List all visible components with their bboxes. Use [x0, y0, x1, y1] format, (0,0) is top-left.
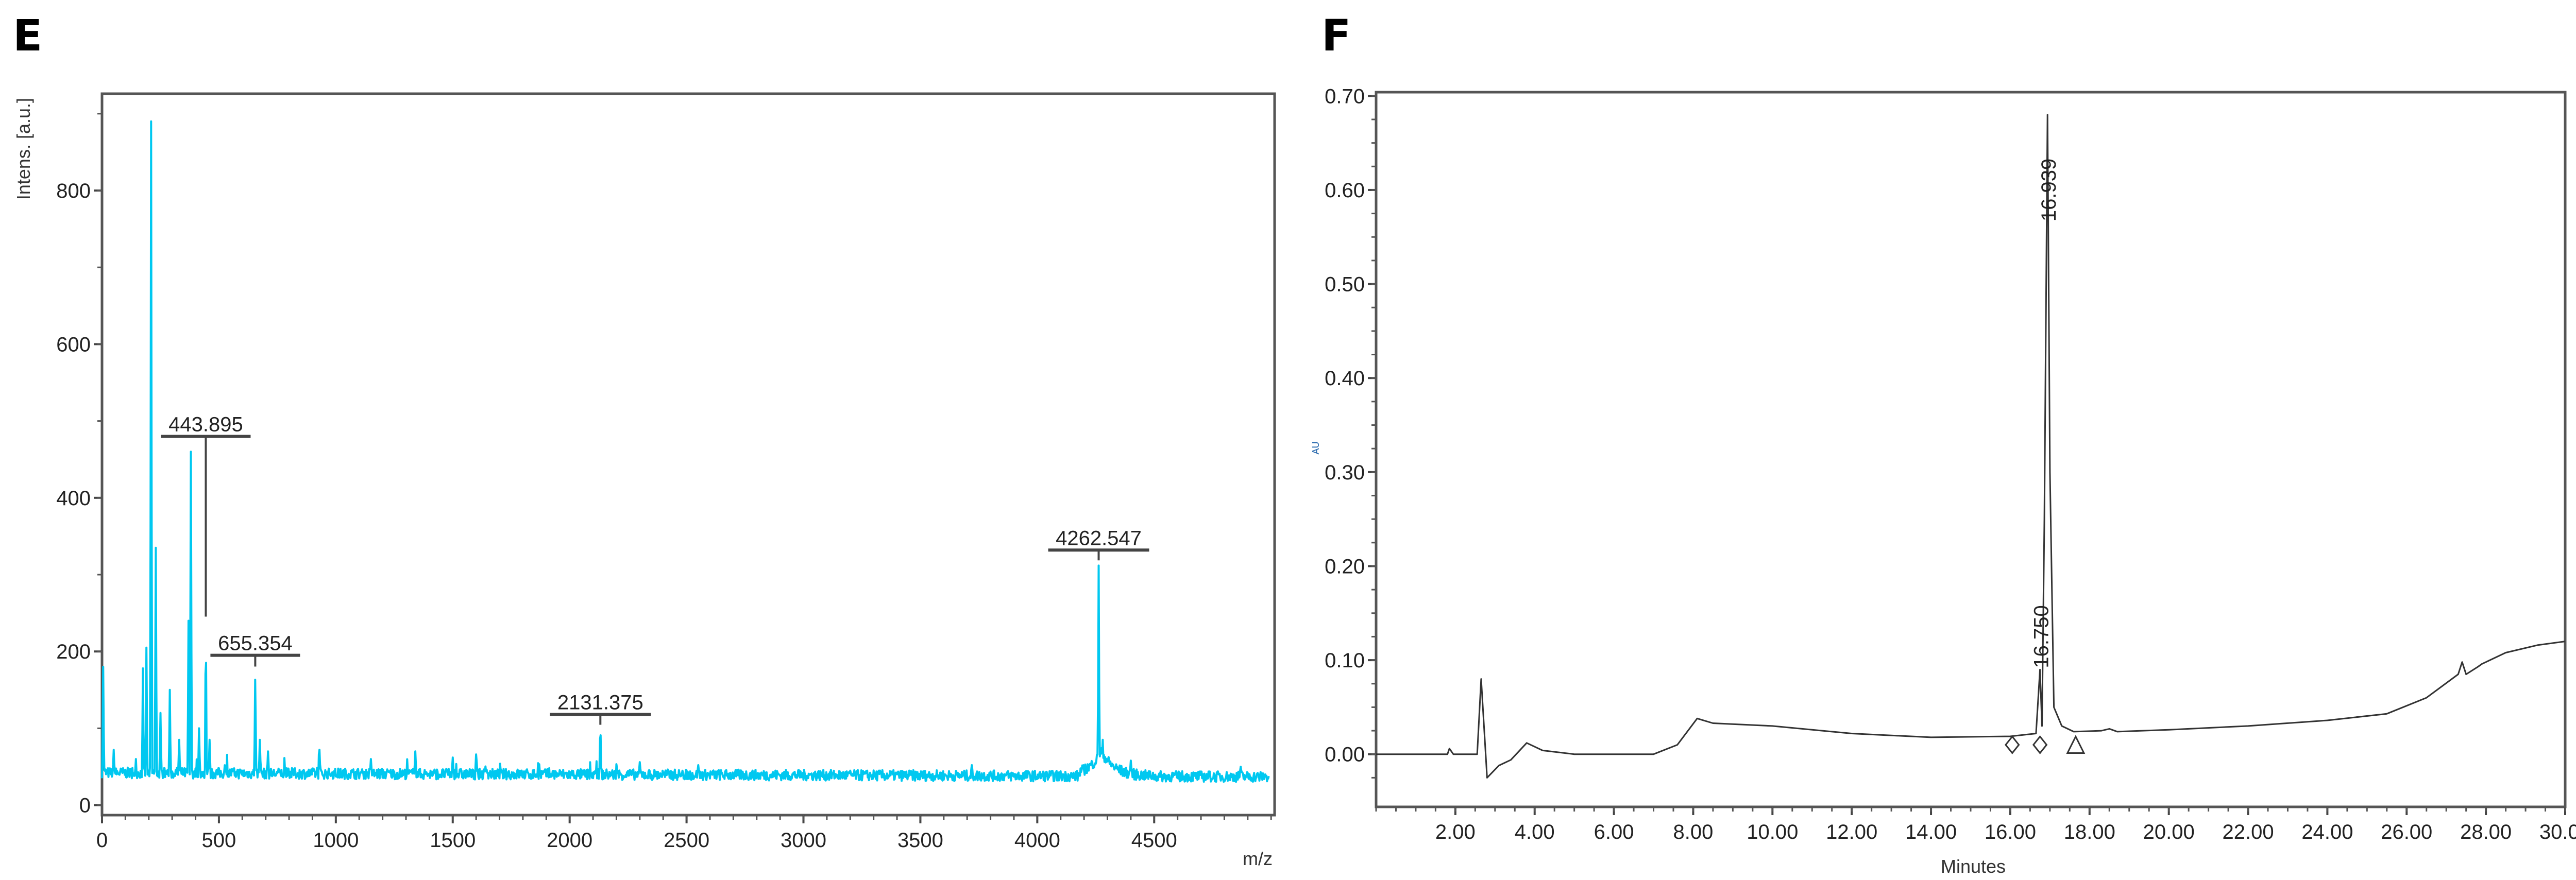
plot-frame [1375, 91, 2567, 808]
x-tick-label: 18.00 [2064, 821, 2115, 843]
peak-label: 655.354 [218, 632, 293, 655]
y-tick-label: 0 [79, 795, 91, 817]
mass-spectrum-chart: 0 500 1000 1500 2000 2500 3000 3500 4000 4500 0 200… [13, 92, 1276, 869]
x-tick-label: 2500 [664, 829, 709, 852]
retention-time-label: 16.939 [2038, 159, 2060, 221]
x-tick-label: 20.00 [2143, 821, 2195, 843]
peak-label: 4262.547 [1056, 527, 1142, 549]
x-tick-label: 16.00 [1985, 821, 2036, 843]
spectrum-trace [101, 120, 1270, 783]
retention-time-label: 16.750 [2030, 605, 2053, 668]
y-tick-label: 0.30 [1325, 461, 1365, 484]
x-tick-label: 1500 [430, 829, 476, 852]
x-tick-label: 4.00 [1515, 821, 1555, 843]
x-tick-label: 28.00 [2460, 821, 2512, 843]
x-axis-title: m/z [1243, 848, 1273, 869]
y-axis-title: Intens. [a.u.] [13, 98, 34, 200]
x-tick-label: 30.00 [2539, 821, 2576, 843]
y-tick-label: 0.00 [1325, 744, 1365, 766]
y-tick-label: 200 [56, 641, 91, 663]
x-axis-title: Minutes [1941, 856, 2006, 877]
x-tick-label: 0 [96, 829, 108, 852]
y-tick-label: 0.70 [1325, 85, 1365, 108]
x-tick-label: 500 [202, 829, 236, 852]
y-tick-label: 0.10 [1325, 649, 1365, 672]
chromatogram-trace [1376, 114, 2566, 779]
peak-start-diamond-marker [2005, 735, 2020, 754]
x-tick-label: 4000 [1014, 829, 1060, 852]
y-tick-label: 0.60 [1325, 179, 1365, 202]
x-tick-label: 14.00 [1905, 821, 1957, 843]
peak-label: 2131.375 [557, 692, 643, 714]
x-tick-label: 3500 [897, 829, 943, 852]
y-tick-label: 0.20 [1325, 555, 1365, 578]
y-tick-label: 600 [56, 333, 91, 356]
x-tick-label: 8.00 [1673, 821, 1714, 843]
y-tick-label: 0.40 [1325, 367, 1365, 390]
peak-end-triangle-marker [2066, 735, 2086, 754]
x-tick-label: 4500 [1131, 829, 1177, 852]
plot-frame [100, 92, 1276, 817]
y-tick-label: 400 [56, 487, 91, 510]
x-tick-label: 22.00 [2222, 821, 2274, 843]
x-tick-label: 2.00 [1435, 821, 1476, 843]
x-tick-label: 10.00 [1747, 821, 1798, 843]
x-tick-label: 3000 [781, 829, 826, 852]
panel-label-e: E [13, 10, 42, 61]
x-tick-label: 26.00 [2381, 821, 2432, 843]
peak-label: 443.895 [168, 413, 243, 436]
y-axis-title: AU [1311, 441, 1321, 454]
x-tick-label: 1000 [313, 829, 359, 852]
y-tick-label: 800 [56, 180, 91, 202]
y-tick-label: 0.50 [1325, 273, 1365, 296]
peak-start-diamond-marker [2032, 735, 2048, 754]
x-tick-label: 6.00 [1594, 821, 1634, 843]
x-tick-label: 2000 [547, 829, 592, 852]
x-tick-label: 12.00 [1826, 821, 1877, 843]
x-tick-label: 24.00 [2301, 821, 2353, 843]
hplc-chromatogram-chart: 2.00 4.00 6.00 8.00 10.00 12.00 14.00 16.00 18.0… [1311, 85, 2576, 877]
panel-label-f: F [1321, 10, 1351, 61]
